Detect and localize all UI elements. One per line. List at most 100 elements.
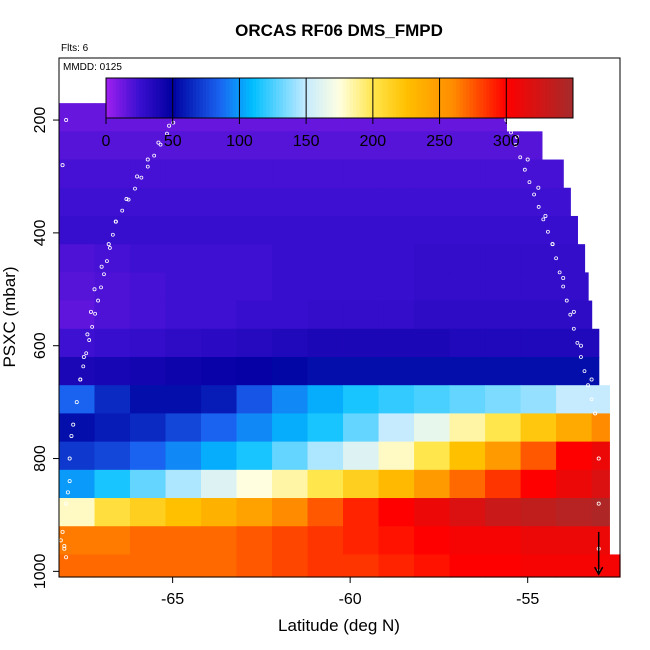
heatmap-cell: [414, 413, 451, 443]
heatmap-cell: [307, 441, 344, 471]
colorbar-swatch: [532, 78, 537, 118]
colorbar-swatch: [256, 78, 260, 118]
heatmap-cell: [201, 300, 238, 330]
flight-track-point: [586, 383, 590, 388]
flight-track-point: [139, 175, 144, 180]
flight-track-point: [589, 377, 594, 382]
heatmap-cell: [94, 413, 131, 443]
heatmap-cell: [165, 554, 202, 578]
colorbar-swatch: [316, 78, 320, 118]
heatmap-cell: [378, 469, 415, 499]
colorbar-swatch: [392, 78, 397, 118]
heatmap-cell: [485, 272, 522, 302]
heatmap-cell: [165, 300, 202, 330]
heatmap-cell: [343, 215, 380, 245]
heatmap-cell: [59, 131, 96, 161]
flight-track-point: [578, 343, 583, 348]
colorbar-swatch: [492, 78, 497, 118]
flight-track-point: [156, 140, 161, 145]
heatmap-cell: [272, 469, 309, 499]
flight-track-point: [561, 284, 566, 289]
colorbar-swatch: [546, 78, 551, 118]
colorbar-swatch: [266, 78, 270, 118]
flight-track-point: [90, 324, 95, 329]
colorbar-swatch: [149, 78, 154, 118]
heatmap-cell: [343, 159, 380, 189]
flight-track-point: [99, 285, 103, 290]
flight-track-point: [158, 142, 163, 147]
heatmap-cell: [414, 526, 451, 556]
colorbar-swatch: [529, 78, 534, 118]
heatmap-cell: [165, 356, 202, 386]
colorbar-swatch: [412, 78, 417, 118]
colorbar-swatch: [182, 78, 187, 118]
heatmap-cell: [449, 356, 486, 386]
flight-track-point: [596, 501, 601, 506]
heatmap-cell: [307, 554, 344, 578]
heatmap-cell: [449, 413, 486, 443]
flight-track-point: [509, 130, 513, 135]
colorbar-swatch: [122, 78, 127, 118]
flight-track-point: [120, 208, 125, 213]
colorbar-swatch: [556, 78, 561, 118]
heatmap-cell: [94, 554, 131, 578]
heatmap-cell: [201, 554, 238, 578]
heatmap-cell: [130, 300, 167, 330]
colorbar-swatch: [319, 78, 324, 118]
colorbar-swatch: [172, 78, 177, 118]
heatmap-cell: [165, 413, 202, 443]
heatmap-cell: [485, 244, 522, 273]
flight-track-point: [513, 142, 518, 147]
colorbar-swatch: [186, 78, 190, 118]
colorbar-swatch: [212, 78, 217, 118]
colorbar-swatch: [372, 78, 377, 118]
colorbar-swatch: [252, 78, 257, 118]
flight-track-point: [571, 326, 576, 331]
heatmap-cell: [414, 469, 451, 499]
heatmap-cell: [343, 413, 380, 443]
heatmap-cell: [94, 441, 131, 471]
colorbar: 0 50 100 150 200 250 300: [102, 77, 574, 150]
heatmap-cell: [94, 526, 131, 556]
heatmap-cell: [130, 441, 167, 471]
colorbar-swatch: [329, 78, 334, 118]
heatmap-cell: [236, 131, 273, 161]
heatmap-cell: [520, 328, 557, 358]
heatmap-cell: [307, 159, 344, 189]
colorbar-swatch: [239, 78, 244, 118]
heatmap-cell: [378, 244, 415, 273]
heatmap-cell: [449, 328, 486, 358]
heatmap-cell: [520, 244, 557, 273]
heatmap-cell: [414, 300, 451, 330]
colorbar-swatch: [476, 78, 481, 118]
colorbar-swatch: [269, 78, 274, 118]
colorbar-swatch: [289, 78, 294, 118]
heatmap-cell: [343, 498, 380, 527]
colorbar-swatch: [456, 78, 461, 118]
flight-track-point: [145, 164, 150, 169]
flight-track-point: [593, 411, 598, 416]
flight-track-point: [93, 311, 97, 316]
heatmap-cell: [378, 300, 415, 330]
heatmap-cell: [201, 159, 238, 189]
heatmap-cell: [59, 385, 96, 415]
heatmap-cell: [59, 244, 96, 273]
heatmap-cell: [130, 356, 167, 386]
colorbar-swatch: [276, 78, 280, 118]
colorbar-swatch: [419, 78, 424, 118]
colorbar-swatch: [262, 78, 267, 118]
heatmap-cell: [201, 469, 238, 499]
heatmap-cell: [59, 187, 96, 217]
colorbar-swatch: [232, 78, 237, 118]
heatmap-cell: [201, 272, 238, 302]
colorbar-swatch: [436, 78, 441, 118]
heatmap-cell: [485, 526, 522, 556]
flight-track-point: [113, 219, 118, 224]
flight-track-point: [561, 276, 566, 281]
colorbar-swatch: [339, 78, 344, 118]
flight-track-point: [543, 213, 548, 218]
colorbar-swatch: [512, 78, 517, 118]
colorbar-swatch: [189, 78, 194, 118]
heatmap-cell: [307, 526, 344, 556]
heatmap-cell: [307, 187, 344, 217]
